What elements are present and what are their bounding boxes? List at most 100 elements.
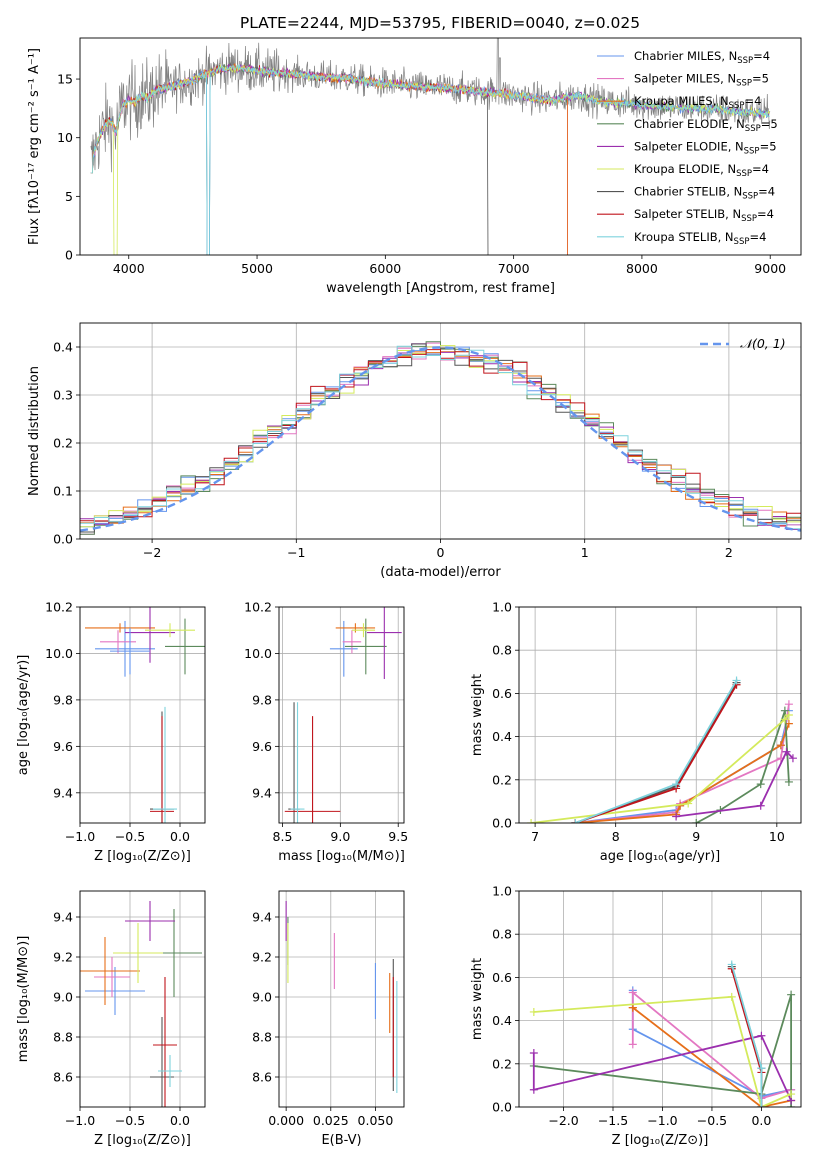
x-tick-label: 8.5 — [273, 829, 293, 844]
axes-frame — [278, 606, 405, 824]
x-tick-label: 9.5 — [388, 829, 408, 844]
mass-weight-line — [532, 1034, 792, 1101]
legend-model: Chabrier MILES, N — [634, 49, 737, 63]
grid — [79, 606, 205, 823]
y-tick-label: 0.2 — [492, 1056, 512, 1071]
y-tick-label: 0.2 — [492, 772, 512, 787]
ticks: −2 −1 0 1 2 0.0 0.1 0.2 0.3 0.4 — [53, 340, 733, 561]
axes-frame — [79, 890, 206, 1108]
y-tick-label: 10 — [57, 130, 73, 145]
mass-weight-marker — [757, 1103, 766, 1107]
legend-count: =4 — [753, 49, 770, 63]
y-tick-label: 0 — [65, 248, 73, 263]
mass-weight-marker — [628, 988, 637, 997]
legend-entry: Salpeter MILES, NSSP=5 — [634, 72, 769, 89]
legend-subscript: SSP — [744, 146, 760, 156]
y-tick-label: 15 — [57, 72, 73, 87]
mass-weight-marker — [784, 700, 793, 709]
mass-weight-marker — [692, 819, 701, 823]
x-tick-label: 9 — [692, 829, 700, 844]
legend: 𝒩(0, 1) — [700, 336, 786, 351]
mass-weight-line — [631, 990, 792, 1100]
x-tick-label: 2 — [725, 545, 733, 560]
legend-count: =5 — [760, 139, 777, 153]
plot-area — [90, 38, 771, 255]
axes-frame — [278, 890, 405, 1108]
grid — [79, 891, 205, 1107]
legend-entry: 𝒩(0, 1) — [740, 336, 786, 351]
x-tick-label: 4000 — [113, 261, 145, 276]
y-tick-label: 9.8 — [53, 692, 73, 707]
y-tick-label: 0.1 — [53, 484, 73, 499]
x-tick-label: −1.0 — [647, 1113, 677, 1128]
x-axis-label: Z [log₁₀(Z/Z⊙)] — [612, 1133, 709, 1148]
y-tick-label: 8.8 — [53, 1030, 73, 1045]
x-tick-label: 7 — [531, 829, 539, 844]
mass-weight-marker — [780, 715, 789, 724]
y-tick-label: 8.6 — [53, 1070, 73, 1085]
axes-frame — [79, 37, 802, 256]
mass-weight-marker — [571, 819, 580, 823]
x-axis-label: age [log₁₀(age/yr)] — [600, 849, 721, 864]
ticks: 4000 5000 6000 7000 8000 9000 0 5 10 15 — [57, 72, 786, 276]
y-tick-label: 0.2 — [53, 436, 73, 451]
mass-weight-marker — [776, 741, 785, 750]
y-tick-label: 9.0 — [53, 990, 73, 1005]
y-tick-label: 0.4 — [492, 729, 512, 744]
y-tick-label: 8.8 — [252, 1030, 272, 1045]
legend-entry: Kroupa MILES, NSSP=4 — [634, 94, 761, 111]
y-tick-label: 0.0 — [53, 532, 73, 547]
mass-weight-marker — [529, 1049, 538, 1057]
mass-weight-marker — [787, 1090, 796, 1099]
y-tick-label: 0.8 — [492, 927, 512, 942]
mass-weight-marker — [784, 777, 793, 786]
residual-histogram-line — [80, 345, 801, 528]
y-axis-label: Normed distribution — [27, 366, 42, 496]
legend-entry: Kroupa ELODIE, NSSP=4 — [634, 162, 769, 179]
y-axis-label: age [log₁₀(age/yr)] — [16, 655, 31, 776]
x-tick-label: 0.0 — [170, 1113, 190, 1128]
legend-entry: Chabrier MILES, NSSP=4 — [634, 49, 770, 66]
mass-weight-line — [675, 750, 794, 818]
legend-count: =4 — [752, 162, 769, 176]
axes-spectrum: 4000 5000 6000 7000 8000 9000 0 5 10 15 wavelength… — [27, 37, 802, 296]
y-axis-label: mass weight — [470, 674, 485, 756]
mass-weight-marker — [684, 799, 693, 808]
x-axis-label: E(B-V) — [321, 1133, 361, 1148]
legend-subscript: SSP — [737, 56, 753, 66]
legend-subscript: SSP — [736, 169, 752, 179]
legend-model: Kroupa MILES, N — [634, 94, 729, 108]
ticks: −1.0 −0.5 0.0 9.4 9.6 9.8 10.0 10.2 — [45, 600, 190, 845]
axes-frame — [518, 890, 802, 1108]
x-axis-label: (data-model)/error — [380, 565, 501, 580]
x-tick-label: 0.000 — [268, 1113, 304, 1128]
mass-weight-line — [533, 995, 792, 1107]
x-tick-label: 9.0 — [330, 829, 350, 844]
y-tick-label: 8.6 — [252, 1070, 272, 1085]
axes-age_vs_Z: −1.0 −0.5 0.0 9.4 9.6 9.8 10.0 10.2 Z [log₁₀(Z/Z… — [16, 600, 206, 864]
x-axis-label: wavelength [Angstrom, rest frame] — [326, 281, 555, 296]
mass-weight-marker — [529, 1007, 538, 1016]
legend-subscript: SSP — [745, 124, 761, 134]
x-tick-label: 1 — [581, 545, 589, 560]
x-axis-label: Z [log₁₀(Z/Z⊙)] — [94, 1133, 191, 1148]
legend-entry: Kroupa STELIB, NSSP=4 — [634, 230, 766, 247]
y-tick-label: 10.0 — [244, 646, 272, 661]
y-axis-label: mass [log₁₀(M/M⊙)] — [16, 936, 31, 1063]
mass-weight-marker — [780, 706, 789, 715]
x-tick-label: 7000 — [498, 261, 530, 276]
legend-model: Kroupa ELODIE, N — [634, 162, 736, 176]
mass-weight-marker — [727, 992, 736, 1001]
mass-weight-line — [575, 684, 738, 823]
axes-weight_vs_Z: −2.0 −1.5 −1.0 −0.5 0.0 0.0 0.2 0.4 0.6 0.8 1.0 Z [… — [470, 884, 802, 1148]
ticks: 7 8 9 10 0.0 0.2 0.4 0.6 0.8 1.0 — [492, 600, 785, 845]
x-tick-label: 0.050 — [358, 1113, 394, 1128]
legend-model: Salpeter MILES, N — [634, 72, 736, 86]
mass-weight-marker — [529, 1085, 538, 1094]
mass-weight-marker — [788, 754, 797, 763]
y-tick-label: 5 — [65, 189, 73, 204]
y-tick-label: 0.3 — [53, 388, 73, 403]
legend-count: =4 — [744, 94, 761, 108]
plot-area — [285, 901, 398, 1093]
